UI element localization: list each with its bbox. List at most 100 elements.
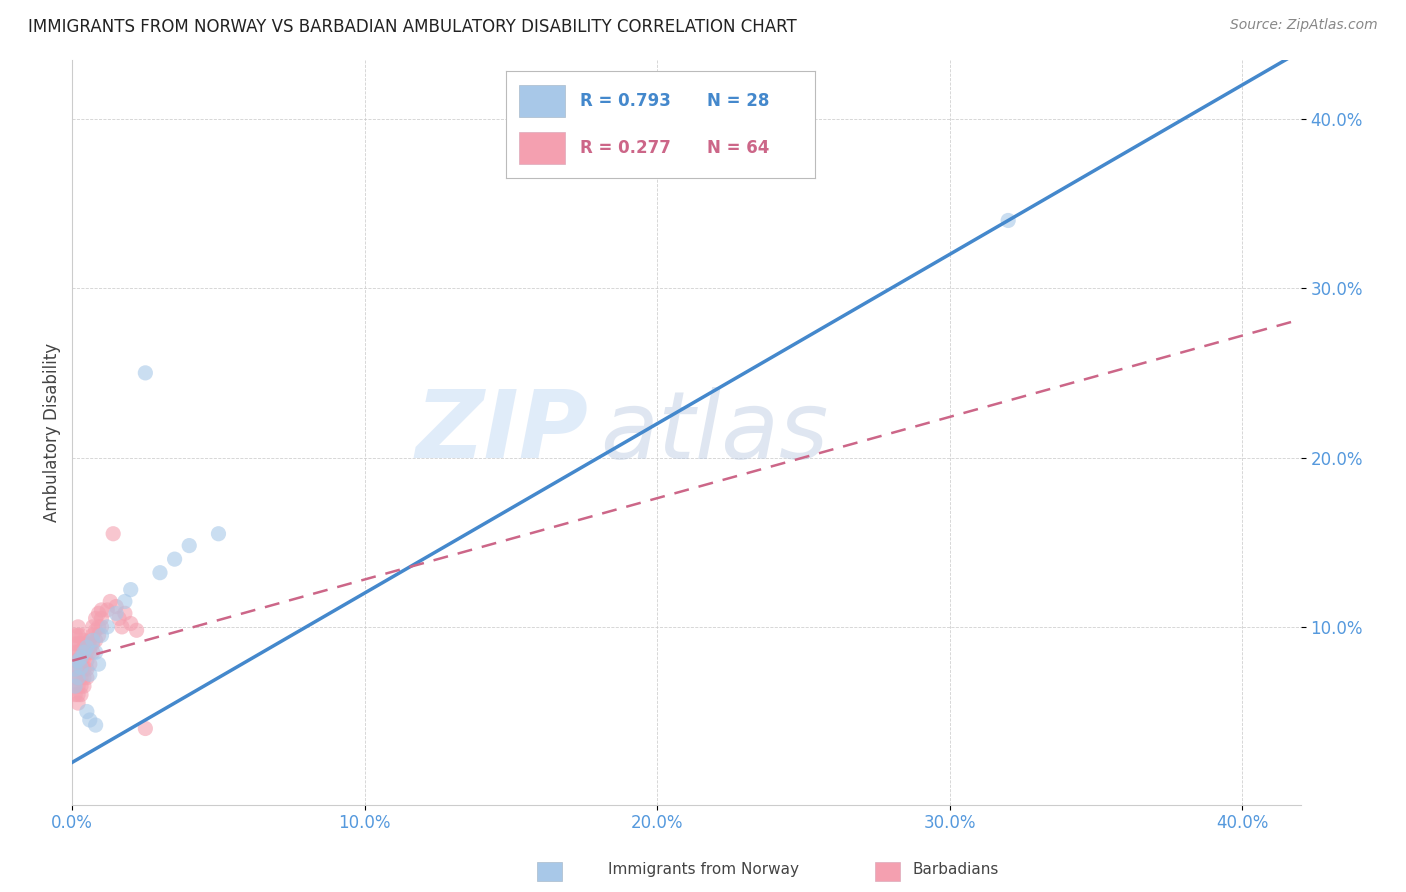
Point [70,688,93,702]
Point [73,640,96,655]
Text: Source: ZipAtlas.com: Source: ZipAtlas.com [1230,18,1378,32]
Point [76,637,98,651]
Point [67,637,90,651]
Point [73,650,96,665]
Point [114,594,136,608]
Point [76,640,98,655]
Point [63,637,86,651]
Point [84,633,107,648]
Point [67,645,90,659]
Point [120,582,142,597]
Point [63,671,86,685]
Point [67,696,90,710]
Point [90,603,112,617]
Text: atlas: atlas [600,386,828,477]
Point [70,654,93,668]
Point [79,713,101,727]
Text: R = 0.277: R = 0.277 [581,139,671,157]
Point [134,722,156,736]
Point [90,628,112,642]
Point [105,607,128,621]
Point [82,628,104,642]
Point [70,660,93,674]
Point [179,539,201,553]
Point [149,566,172,580]
Point [63,679,86,693]
Point [114,607,136,621]
Point [90,611,112,625]
Point [70,650,93,665]
Point [67,654,90,668]
Point [67,628,90,642]
Point [67,654,90,668]
Text: Immigrants from Norway: Immigrants from Norway [607,863,799,877]
Point [67,688,90,702]
Point [73,633,96,648]
Point [82,645,104,659]
Text: N = 64: N = 64 [707,139,769,157]
Point [105,599,128,614]
Text: IMMIGRANTS FROM NORWAY VS BARBADIAN AMBULATORY DISABILITY CORRELATION CHART: IMMIGRANTS FROM NORWAY VS BARBADIAN AMBU… [28,18,797,36]
Bar [519,86,565,118]
Point [70,671,93,685]
Text: ZIP: ZIP [415,386,588,478]
Point [63,679,86,693]
Bar [519,132,565,164]
Point [63,645,86,659]
Point [79,667,101,681]
Point [207,526,229,541]
Point [120,616,142,631]
Point [79,633,101,648]
Point [73,679,96,693]
Point [98,594,121,608]
Point [84,645,107,659]
Point [73,671,96,685]
Point [76,662,98,676]
Point [67,671,90,685]
Point [87,620,110,634]
Point [87,657,110,672]
Point [63,662,86,676]
Point [108,611,131,625]
Point [70,679,93,693]
Point [73,645,96,659]
Point [76,671,98,685]
Point [63,654,86,668]
Point [76,645,98,659]
Point [76,705,98,719]
Point [73,662,96,676]
Point [70,628,93,642]
Point [79,640,101,655]
Point [96,620,118,634]
Point [67,679,90,693]
Point [67,620,90,634]
Point [163,552,186,566]
Point [82,633,104,648]
Text: R = 0.793: R = 0.793 [581,93,671,111]
Point [82,620,104,634]
Point [997,213,1019,227]
Y-axis label: Ambulatory Disability: Ambulatory Disability [44,343,60,522]
Text: N = 28: N = 28 [707,93,769,111]
Point [70,637,93,651]
Point [76,654,98,668]
Point [87,628,110,642]
Point [90,620,112,634]
Point [70,662,93,676]
Point [87,607,110,621]
Point [125,624,148,638]
Text: Barbadians: Barbadians [912,863,1000,877]
Point [84,718,107,732]
Point [63,628,86,642]
Point [67,671,90,685]
Point [79,657,101,672]
Point [101,526,124,541]
Point [63,688,86,702]
Point [134,366,156,380]
Point [63,662,86,676]
Point [70,645,93,659]
Point [82,637,104,651]
Point [67,662,90,676]
Point [111,620,134,634]
Point [96,603,118,617]
